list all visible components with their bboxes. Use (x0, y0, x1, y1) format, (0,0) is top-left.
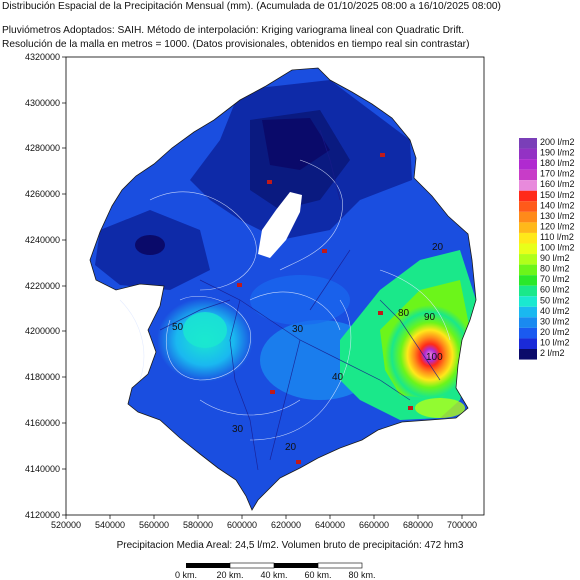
legend-swatch (519, 285, 537, 297)
legend-label: 90 l/m2 (540, 253, 570, 263)
scale-label: 0 km. (175, 570, 197, 580)
legend-swatch (519, 306, 537, 318)
legend-label: 70 l/m2 (540, 274, 570, 284)
legend-swatch (519, 349, 537, 360)
y-tick-label: 4300000 (25, 98, 60, 108)
contour-label: 20 (285, 442, 297, 453)
legend-label: 160 l/m2 (540, 179, 575, 189)
legend-swatch (519, 148, 537, 160)
contour-label: 90 (424, 312, 436, 323)
legend-swatch (519, 254, 537, 265)
legend-swatch (519, 232, 537, 244)
scale-label: 80 km. (348, 570, 375, 580)
basin-outline (89, 67, 477, 511)
scale-segment (186, 563, 230, 568)
contour-label: 80 (398, 308, 410, 319)
legend-label: 10 l/m2 (540, 337, 570, 347)
legend-label: 130 l/m2 (540, 211, 575, 221)
resolution-note: Resolución de la malla en metros = 1000.… (2, 39, 470, 50)
x-tick-label: 680000 (403, 520, 433, 530)
x-tick-label: 540000 (95, 520, 125, 530)
legend-label: 40 l/m2 (540, 306, 570, 316)
y-tick-label: 4280000 (25, 143, 60, 153)
legend-label: 110 l/m2 (540, 232, 574, 242)
contour-label: 50 (172, 322, 184, 333)
contour-label: 40 (332, 372, 344, 383)
method-note: Pluviómetros Adoptados: SAIH. Método de … (2, 25, 465, 36)
scale-segment (229, 562, 275, 569)
legend-swatch (519, 159, 537, 170)
y-tick-label: 4200000 (25, 326, 60, 336)
scale-label: 60 km. (304, 570, 331, 580)
y-tick-label: 4220000 (25, 281, 60, 291)
x-tick-label: 620000 (271, 520, 301, 530)
contour-label: 30 (232, 424, 244, 435)
x-tick-label: 640000 (315, 520, 345, 530)
map-title: Distribución Espacial de la Precipitació… (2, 1, 501, 12)
legend-swatch (519, 201, 537, 212)
legend-swatch (519, 243, 537, 255)
legend-label: 50 l/m2 (540, 295, 570, 305)
scale-bar: 0 km. 20 km. 40 km. 60 km. 80 km. (175, 562, 376, 580)
legend-swatch (519, 211, 537, 223)
areal-precipitation-summary: Precipitacion Media Areal: 24,5 l/m2. Vo… (116, 540, 464, 551)
x-tick-label: 700000 (447, 520, 477, 530)
legend-swatch (519, 275, 537, 286)
x-tick-label: 660000 (359, 520, 389, 530)
legend-label: 150 l/m2 (540, 190, 575, 200)
legend-label: 60 l/m2 (540, 285, 570, 295)
legend-label: 30 l/m2 (540, 316, 570, 326)
legend-swatch (519, 327, 537, 339)
contour-label: 20 (432, 242, 444, 253)
contour-label: 100 (426, 352, 443, 363)
y-tick-label: 4120000 (25, 510, 60, 520)
legend-swatch (519, 317, 537, 328)
scale-segment (317, 562, 363, 569)
y-tick-label: 4240000 (25, 235, 60, 245)
axis-ticks (62, 56, 463, 519)
legend-label: 100 l/m2 (540, 243, 575, 253)
legend-swatch (519, 138, 537, 149)
contour-lines (119, 159, 451, 441)
y-tick-label: 4320000 (25, 52, 60, 62)
x-tick-label: 580000 (183, 520, 213, 530)
legend-label: 80 l/m2 (540, 264, 570, 274)
legend-label: 190 l/m2 (540, 148, 575, 158)
y-tick-label: 4160000 (25, 418, 60, 428)
legend-label: 120 l/m2 (540, 221, 575, 231)
legend-swatch (519, 222, 537, 233)
x-tick-label: 520000 (51, 520, 81, 530)
legend-swatch (519, 264, 537, 276)
y-axis-labels: 4320000 4300000 4280000 4260000 4240000 … (25, 52, 60, 520)
scale-label: 20 km. (216, 570, 243, 580)
gauge-markers (237, 153, 413, 464)
legend-label: 180 l/m2 (540, 158, 575, 168)
river-network (159, 129, 441, 471)
legend-label: 20 l/m2 (540, 327, 570, 337)
x-tick-label: 600000 (227, 520, 257, 530)
legend-swatch (519, 338, 537, 349)
legend-swatch (519, 169, 537, 181)
scale-segment (274, 563, 318, 568)
y-tick-label: 4140000 (25, 464, 60, 474)
legend-label: 2 l/m2 (540, 348, 565, 358)
contour-label: 30 (292, 324, 304, 335)
legend-swatch (519, 190, 537, 202)
legend-swatch (519, 180, 537, 191)
scale-label: 40 km. (260, 570, 287, 580)
y-tick-label: 4260000 (25, 189, 60, 199)
y-tick-label: 4180000 (25, 372, 60, 382)
legend-label: 170 l/m2 (540, 169, 575, 179)
contour-label-group: 40 20 50 30 80 90 20 100 30 (172, 242, 444, 453)
legend-swatch (519, 296, 537, 307)
x-axis-labels: 520000 540000 560000 580000 600000 62000… (51, 520, 477, 530)
legend-label: 140 l/m2 (540, 200, 575, 210)
x-tick-label: 560000 (139, 520, 169, 530)
legend-label: 200 l/m2 (540, 137, 575, 147)
